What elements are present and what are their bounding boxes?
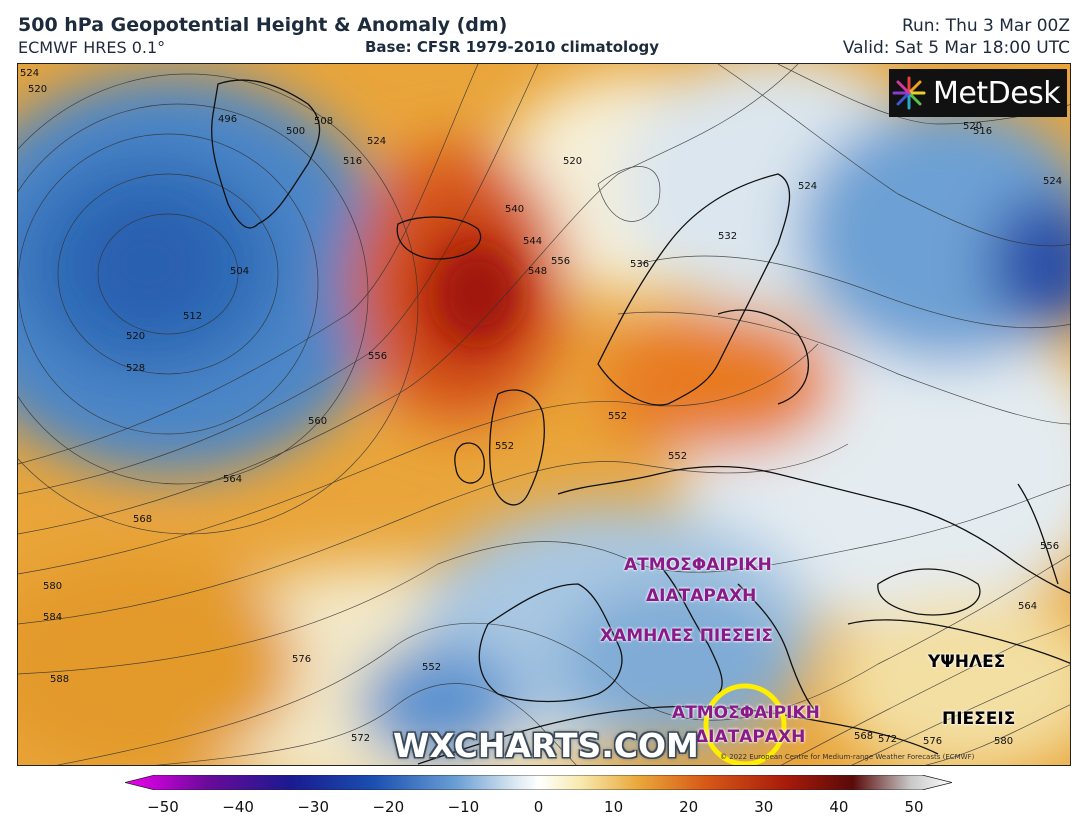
contour-label: 520 xyxy=(28,84,47,95)
wxcharts-watermark: WXCHARTS.COM xyxy=(393,726,699,765)
metdesk-logo-text: MetDesk xyxy=(933,75,1061,111)
chart-title: 500 hPa Geopotential Height & Anomaly (d… xyxy=(18,14,508,36)
contour-label: 564 xyxy=(1018,601,1037,612)
contour-label: 556 xyxy=(1040,541,1059,552)
contour-label: 552 xyxy=(422,662,441,673)
contour-label: 556 xyxy=(551,256,570,267)
annotation-disturbance-1-line2: ΔΙΑΤΑΡΑΧΗ xyxy=(646,586,757,606)
contour-label: 588 xyxy=(50,674,69,685)
contour-label: 576 xyxy=(292,654,311,665)
contour-label: 524 xyxy=(20,68,39,79)
contour-label: 548 xyxy=(528,266,547,277)
contour-label: 524 xyxy=(798,181,817,192)
colorbar-tick-label: 50 xyxy=(904,798,924,816)
contour-label: 560 xyxy=(308,416,327,427)
anomaly-map: 524 520 496 500 508 516 524 520 504 512 520 528 540 5… xyxy=(17,63,1071,766)
annotation-low-pressure: ΧΑΜΗΛΕΣ ΠΙΕΣΕΙΣ xyxy=(600,626,774,646)
contour-label: 564 xyxy=(223,474,242,485)
annotation-disturbance-1-line1: ΑΤΜΟΣΦΑΙΡΙΚΗ xyxy=(624,555,772,575)
contour-label: 520 xyxy=(563,156,582,167)
contour-label: 568 xyxy=(854,731,873,742)
contour-label: 540 xyxy=(505,204,524,215)
colorbar-tick-label: 40 xyxy=(829,798,849,816)
copyright-notice: © 2022 European Centre for Medium-range … xyxy=(720,753,975,761)
contour-label: 516 xyxy=(343,156,362,167)
contour-label: 520 xyxy=(963,121,982,132)
contour-label: 576 xyxy=(923,736,942,747)
contour-label: 580 xyxy=(43,581,62,592)
contour-label: 520 xyxy=(126,331,145,342)
contour-label: 580 xyxy=(994,736,1013,747)
contour-label: 524 xyxy=(367,136,386,147)
highlight-circle xyxy=(703,683,787,765)
contour-label: 552 xyxy=(495,441,514,452)
contour-label: 508 xyxy=(314,116,333,127)
metdesk-logo-icon xyxy=(892,76,926,110)
contour-label: 544 xyxy=(523,236,542,247)
annotation-disturbance-2-line1: ΑΤΜΟΣΦΑΙΡΙΚΗ xyxy=(672,703,820,723)
valid-time: Valid: Sat 5 Mar 18:00 UTC xyxy=(842,38,1070,58)
annotation-disturbance-2-line2: ΔΙΑΤΑΡΑΧΗ xyxy=(695,727,806,747)
contour-label: 524 xyxy=(1043,176,1062,187)
model-label: ECMWF HRES 0.1° xyxy=(18,38,166,57)
contour-label: 568 xyxy=(133,514,152,525)
colorbar-tick-label: 10 xyxy=(604,798,624,816)
colorbar-tick-label: −10 xyxy=(447,798,480,816)
annotation-high-line2: ΠΙΕΣΕΙΣ xyxy=(942,709,1016,729)
contour-label: 504 xyxy=(230,266,249,277)
colorbar-tick-label: −20 xyxy=(372,798,405,816)
contour-label: 496 xyxy=(218,114,237,125)
contour-label: 556 xyxy=(368,351,387,362)
contour-label: 500 xyxy=(286,126,305,137)
contour-label: 552 xyxy=(608,411,627,422)
colorbar-tick-label: 0 xyxy=(533,798,544,816)
colorbar-tick-label: −40 xyxy=(222,798,254,816)
contour-label: 552 xyxy=(668,451,687,462)
metdesk-logo: MetDesk xyxy=(889,69,1067,117)
contour-label: 536 xyxy=(630,259,649,270)
contour-label: 572 xyxy=(351,733,370,744)
run-time: Run: Thu 3 Mar 00Z xyxy=(901,16,1070,36)
contour-label: 516 xyxy=(973,126,992,137)
colorbar-tick-label: −50 xyxy=(147,798,179,816)
contour-label: 528 xyxy=(126,363,145,374)
contour-label: 512 xyxy=(183,311,202,322)
colorbar-tick-label: 20 xyxy=(679,798,699,816)
colorbar xyxy=(125,775,952,790)
base-climatology: Base: CFSR 1979-2010 climatology xyxy=(365,38,660,56)
contour-label: 532 xyxy=(718,231,737,242)
colorbar-tick-label: −30 xyxy=(297,798,330,816)
colorbar-tick-label: 30 xyxy=(754,798,774,816)
contour-label: 584 xyxy=(43,612,62,623)
annotation-high-line1: ΥΨΗΛΕΣ xyxy=(928,652,1006,672)
contour-label: 572 xyxy=(878,734,897,745)
contour-labels: 524 520 496 500 508 516 524 520 504 512 520 528 540 5… xyxy=(20,68,1062,747)
